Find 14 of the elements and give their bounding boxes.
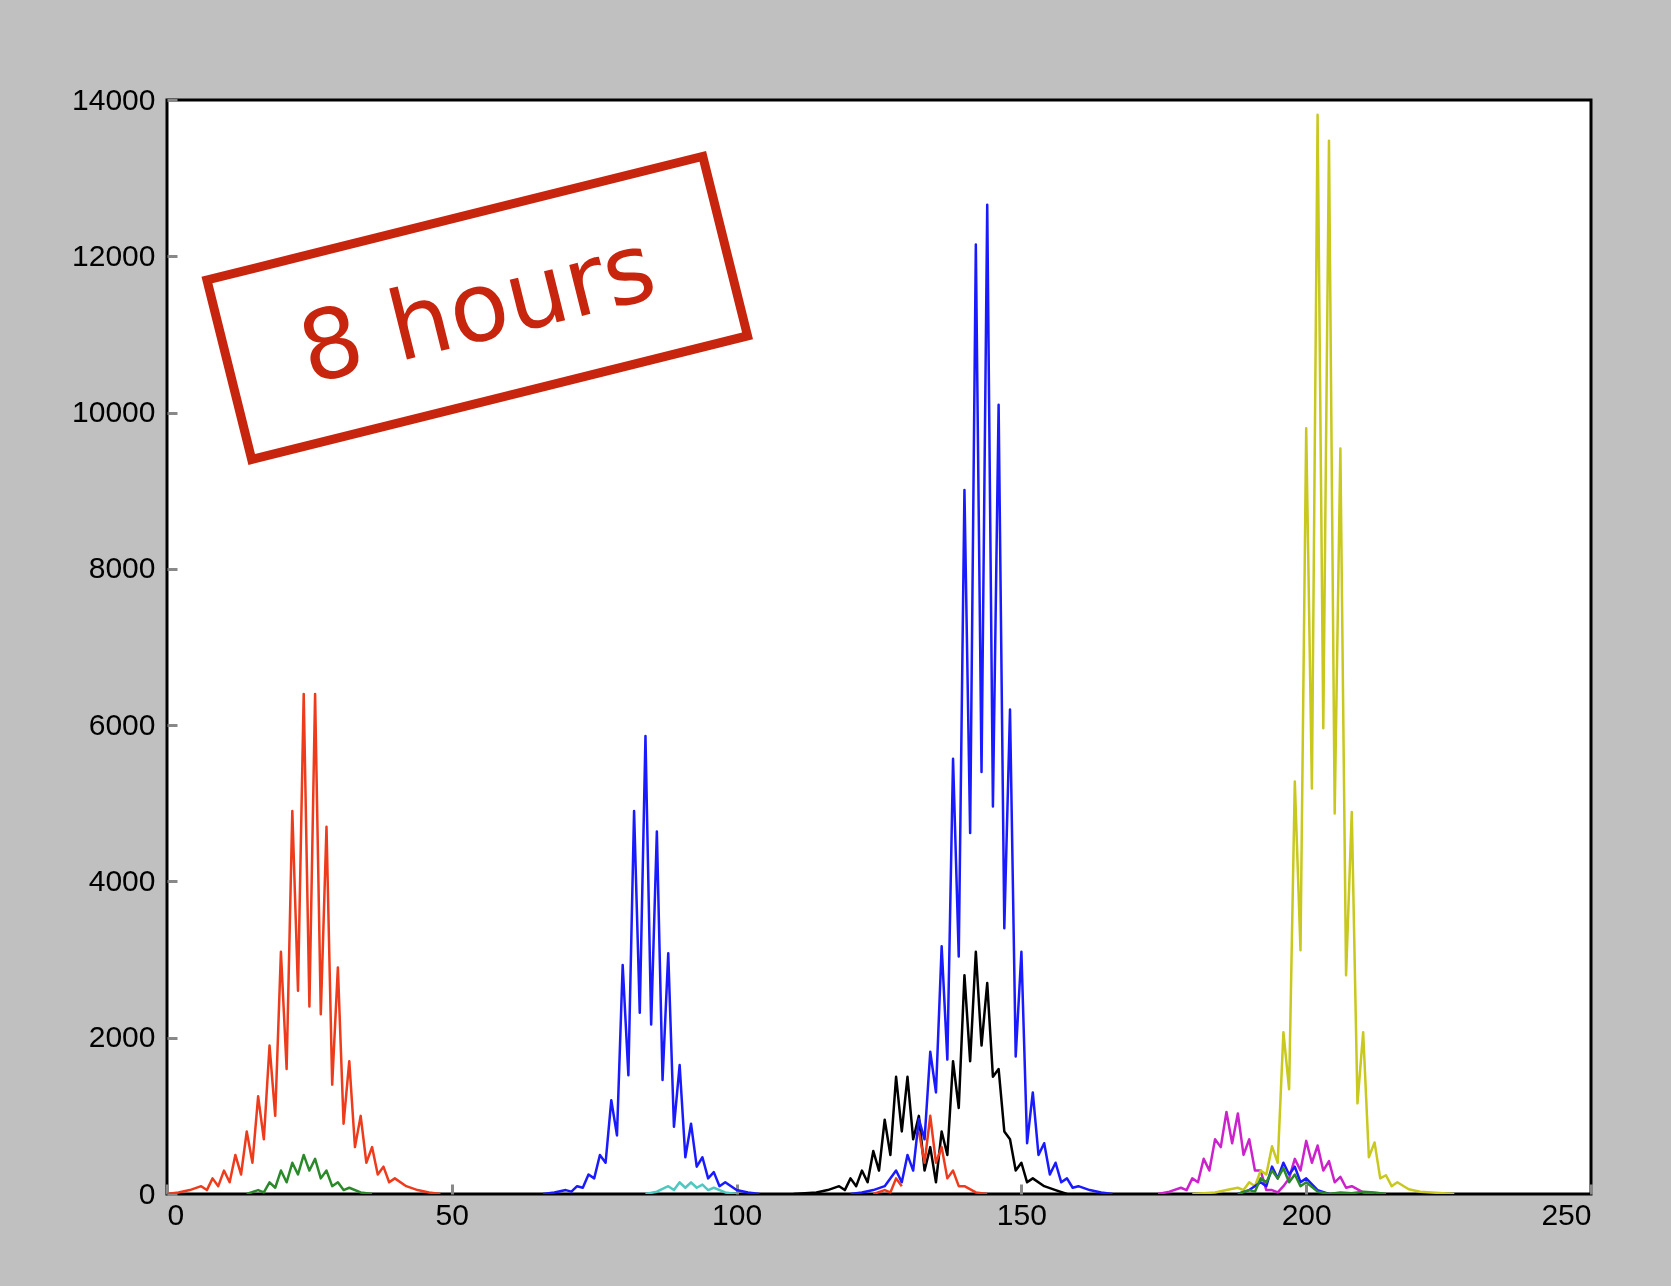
y-tick-label: 8000 [88,551,156,585]
y-tick-label: 6000 [88,707,156,741]
x-tick-label: 50 [435,1197,469,1231]
y-tick-label: 4000 [88,863,156,897]
y-tick-label: 0 [138,1176,156,1210]
y-tick-label: 10000 [72,395,156,429]
x-tick-label: 0 [167,1197,185,1231]
y-tick-label: 14000 [72,82,156,116]
y-tick-label: 12000 [72,238,156,272]
x-tick-label: 200 [1281,1197,1332,1231]
x-tick-label: 150 [996,1197,1047,1231]
x-tick-label: 250 [1541,1197,1592,1231]
y-tick-label: 2000 [88,1020,156,1054]
x-tick-label: 100 [712,1197,763,1231]
